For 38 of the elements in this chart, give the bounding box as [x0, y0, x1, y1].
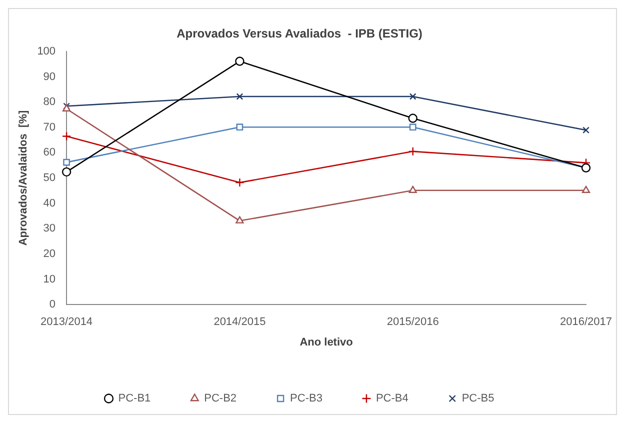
- legend-label: PC-B3: [290, 392, 322, 405]
- legend-label: PC-B5: [462, 392, 494, 405]
- y-tick-label: 20: [43, 248, 56, 260]
- point: [408, 114, 418, 123]
- y-axis-title: Aprovados/Avalaidos [%]: [18, 110, 30, 246]
- chart-title: Aprovados Versus Avaliados - IPB (ESTIG): [176, 26, 422, 41]
- point: [582, 126, 590, 134]
- legend-label: PC-B1: [118, 392, 151, 405]
- x-axis-title: Ano letivo: [300, 336, 354, 348]
- x-tick-label: 2016/2017: [560, 316, 612, 328]
- point: [582, 186, 590, 194]
- y-tick-label: 90: [43, 70, 56, 83]
- y-tick-label: 70: [43, 121, 56, 134]
- point: [235, 56, 244, 66]
- legend-label: PC-B2: [204, 392, 237, 405]
- x-tick-label: 2013/2014: [40, 316, 93, 328]
- y-tick-label: 50: [43, 172, 56, 184]
- x-tick-label: 2014/2015: [214, 316, 266, 328]
- y-tick-label: 40: [43, 197, 56, 210]
- legend-label: PC-B4: [376, 392, 408, 405]
- point: [409, 93, 416, 100]
- point: [408, 146, 418, 156]
- y-tick-label: 10: [43, 273, 56, 286]
- point: [235, 178, 244, 188]
- point: [63, 158, 70, 166]
- point: [62, 132, 72, 141]
- point: [408, 186, 417, 194]
- point: [236, 93, 244, 100]
- point: [236, 216, 244, 224]
- point: [62, 167, 72, 177]
- y-tick-label: 0: [49, 298, 56, 311]
- point: [236, 124, 244, 131]
- point: [409, 124, 416, 131]
- x-tick-label: 2015/2016: [386, 316, 439, 328]
- y-tick-label: 30: [43, 222, 56, 235]
- y-tick-label: 60: [43, 146, 56, 159]
- y-tick-label: 100: [37, 45, 56, 58]
- y-tick-label: 80: [43, 96, 56, 108]
